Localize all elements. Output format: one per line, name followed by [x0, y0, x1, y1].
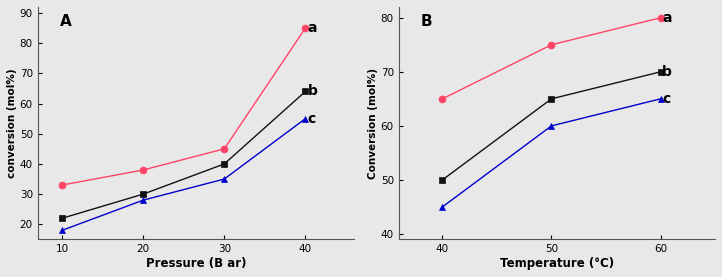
Text: B: B: [421, 14, 432, 29]
Text: c: c: [308, 112, 316, 126]
Text: a: a: [662, 11, 671, 25]
X-axis label: Temperature (°C): Temperature (°C): [500, 257, 614, 270]
Text: b: b: [308, 84, 318, 99]
Text: a: a: [308, 21, 317, 35]
Text: c: c: [662, 92, 670, 106]
Y-axis label: conversion (mol%): conversion (mol%): [7, 68, 17, 178]
Text: b: b: [662, 65, 671, 79]
X-axis label: Pressure (B ar): Pressure (B ar): [146, 257, 246, 270]
Text: A: A: [60, 14, 71, 29]
Y-axis label: Conversion (mol%): Conversion (mol%): [368, 68, 378, 179]
